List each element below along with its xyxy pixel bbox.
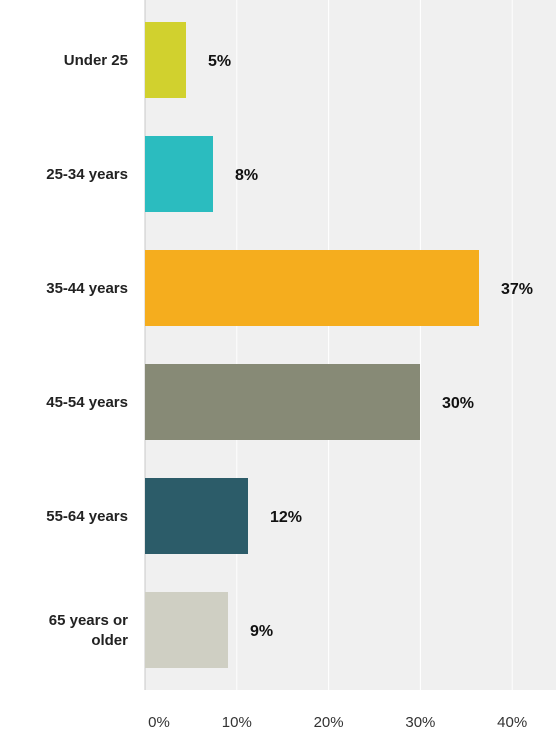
category-label-line: 25-34 years (46, 166, 128, 183)
bar (145, 22, 186, 98)
data-label: 5% (208, 53, 231, 70)
category-label-line: 45-54 years (46, 394, 128, 411)
category-label: 25-34 years (46, 166, 128, 183)
category-label-line: Under 25 (64, 52, 128, 69)
gridlines (236, 0, 513, 690)
bar (145, 478, 248, 554)
data-label: 37% (501, 281, 533, 298)
category-label: 45-54 years (46, 394, 128, 411)
bar (145, 136, 213, 212)
bar (145, 592, 228, 668)
category-label-line: older (91, 632, 128, 649)
bar (145, 250, 479, 326)
category-label-line: 55-64 years (46, 508, 128, 525)
x-tick-label: 0% (148, 714, 170, 731)
data-label: 9% (250, 623, 273, 640)
x-tick-label: 20% (314, 714, 344, 731)
category-label-line: 65 years or (49, 612, 128, 629)
category-label: Under 25 (64, 52, 128, 69)
category-label: 35-44 years (46, 280, 128, 297)
plot-background (145, 0, 556, 690)
x-tick-label: 10% (222, 714, 252, 731)
data-labels: 5% 8% 37% 30% 12% 9% (208, 53, 533, 640)
category-label-line: 35-44 years (46, 280, 128, 297)
data-label: 30% (442, 395, 474, 412)
category-label: 65 years or older (49, 612, 128, 649)
x-tick-label: 40% (497, 714, 527, 731)
x-tick-labels: 0% 10% 20% 30% 40% (148, 714, 527, 731)
category-label: 55-64 years (46, 508, 128, 525)
bars (145, 22, 479, 668)
category-labels: Under 25 25-34 years 35-44 years 45-54 year… (46, 52, 128, 649)
data-label: 12% (270, 509, 302, 526)
data-label: 8% (235, 167, 258, 184)
x-tick-label: 30% (405, 714, 435, 731)
bar (145, 364, 420, 440)
